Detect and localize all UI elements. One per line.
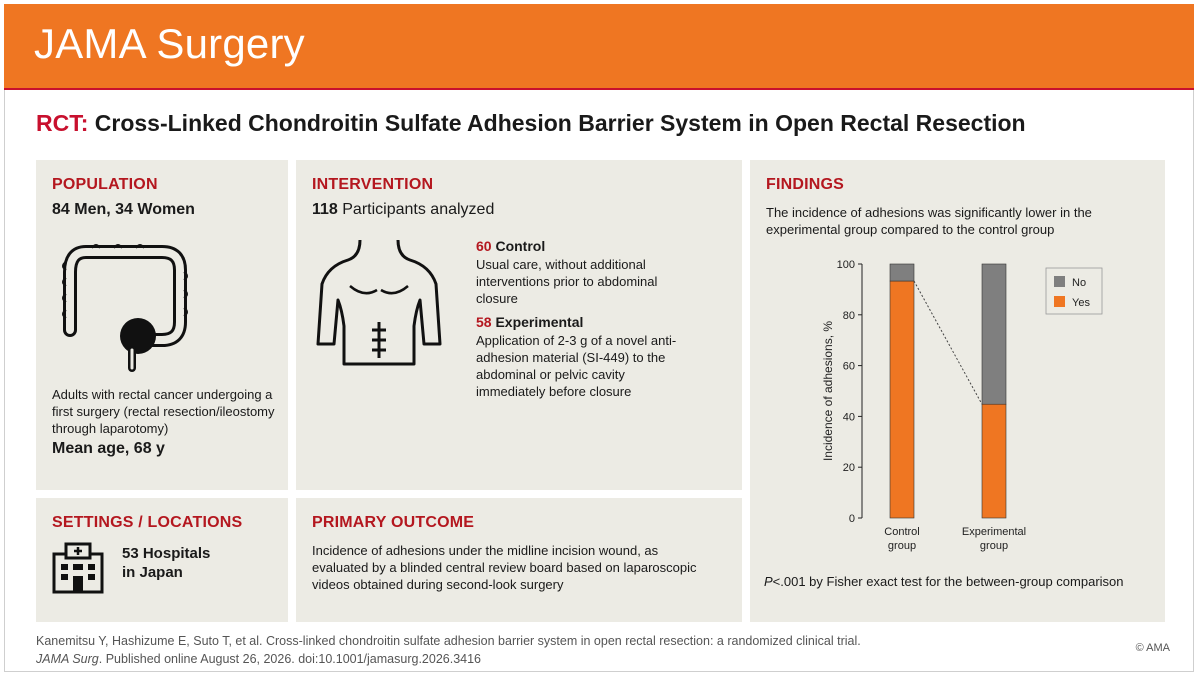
p-value-symbol: P [764, 574, 773, 589]
control-name: Control [491, 238, 546, 254]
y-tick-label: 0 [849, 513, 855, 525]
bar-yes [889, 280, 915, 519]
population-mean-age: Mean age, 68 y [52, 440, 165, 457]
y-tick-label: 100 [837, 259, 855, 271]
legend-label-yes: Yes [1072, 297, 1090, 309]
title-text: Cross-Linked Chondroitin Sulfate Adhesio… [94, 110, 1026, 136]
legend-swatch-yes [1054, 296, 1065, 307]
citation-journal: JAMA Surg [36, 652, 99, 666]
legend-label-no: No [1072, 277, 1086, 289]
bar-no [889, 263, 915, 282]
population-summary: 84 Men, 34 Women [52, 201, 195, 218]
control-count: 60 [476, 238, 492, 254]
experimental-description: Application of 2-3 g of a novel anti-adh… [476, 333, 677, 399]
findings-chart: 0 20 40 60 80 100 Incidence of adhesions, % Con… [821, 259, 1103, 552]
journal-name: JAMA Surgery [34, 20, 305, 67]
y-tick-label: 80 [843, 310, 855, 322]
intervention-group-experimental: 58 Experimental Application of 2-3 g of … [476, 314, 688, 400]
citation-line-2: JAMA Surg. Published online August 26, 2… [36, 650, 861, 668]
title-prefix: RCT: [36, 110, 89, 136]
p-value-text: <.001 by Fisher exact test for the betwe… [772, 574, 1124, 589]
population-panel: POPULATION 84 Men, 34 Women Adults with … [36, 160, 288, 490]
findings-panel: FINDINGS The incidence of adhesions was … [750, 160, 1165, 622]
copyright: © AMA [1135, 642, 1170, 654]
legend-swatch-no [1054, 276, 1065, 287]
primary-outcome-text: Incidence of adhesions under the midline… [312, 543, 697, 592]
settings-line-1: 53 Hospitals [122, 545, 211, 562]
x-tick-label: Control [884, 526, 919, 538]
findings-text: The incidence of adhesions was significa… [766, 205, 1092, 237]
y-tick-label: 40 [843, 411, 855, 423]
x-tick-label: group [980, 540, 1008, 552]
bar-yes [981, 403, 1007, 519]
population-heading: POPULATION [52, 176, 158, 193]
page-title: RCT: Cross-Linked Chondroitin Sulfate Ad… [36, 110, 1026, 137]
colon-icon [62, 244, 188, 372]
bar-no [981, 263, 1007, 405]
citation-line-1: Kanemitsu Y, Hashizume E, Suto T, et al.… [36, 634, 861, 648]
connector-line [913, 280, 983, 405]
intervention-panel: INTERVENTION 118 Participants analyzed 6… [296, 160, 742, 490]
settings-line-2: in Japan [122, 564, 183, 581]
intervention-count-label: Participants analyzed [337, 201, 495, 218]
citation: Kanemitsu Y, Hashizume E, Suto T, et al.… [36, 632, 861, 668]
primary-outcome-panel: PRIMARY OUTCOME Incidence of adhesions u… [296, 498, 742, 622]
intervention-summary: 118 Participants analyzed [312, 201, 494, 219]
settings-panel: SETTINGS / LOCATIONS 53 Hospitals in Jap… [36, 498, 288, 622]
torso-icon [316, 239, 442, 366]
settings-heading: SETTINGS / LOCATIONS [52, 514, 243, 531]
x-tick-label: Experimental [962, 526, 1026, 538]
experimental-count: 58 [476, 314, 492, 330]
population-description: Adults with rectal cancer undergoing a f… [52, 387, 275, 436]
findings-p-value: P<.001 by Fisher exact test for the betw… [764, 573, 1124, 590]
intervention-count: 118 [312, 201, 338, 218]
intervention-group-control: 60 Control Usual care, without additiona… [476, 238, 696, 307]
header-banner: JAMA Surgery [4, 4, 1194, 88]
citation-details: . Published online August 26, 2026. doi:… [98, 652, 482, 666]
header-divider [4, 88, 1194, 90]
intervention-heading: INTERVENTION [312, 176, 434, 193]
hospital-icon [52, 542, 104, 594]
y-tick-label: 60 [843, 361, 855, 373]
control-description: Usual care, without additional intervent… [476, 257, 658, 306]
y-axis-label: Incidence of adhesions, % [821, 321, 835, 461]
x-tick-label: group [888, 540, 916, 552]
tumor-icon [120, 318, 156, 354]
findings-heading: FINDINGS [766, 176, 845, 193]
y-tick-label: 20 [843, 462, 855, 474]
experimental-name: Experimental [491, 314, 584, 330]
primary-outcome-heading: PRIMARY OUTCOME [312, 514, 475, 531]
settings-text: 53 Hospitals in Japan [122, 544, 210, 582]
